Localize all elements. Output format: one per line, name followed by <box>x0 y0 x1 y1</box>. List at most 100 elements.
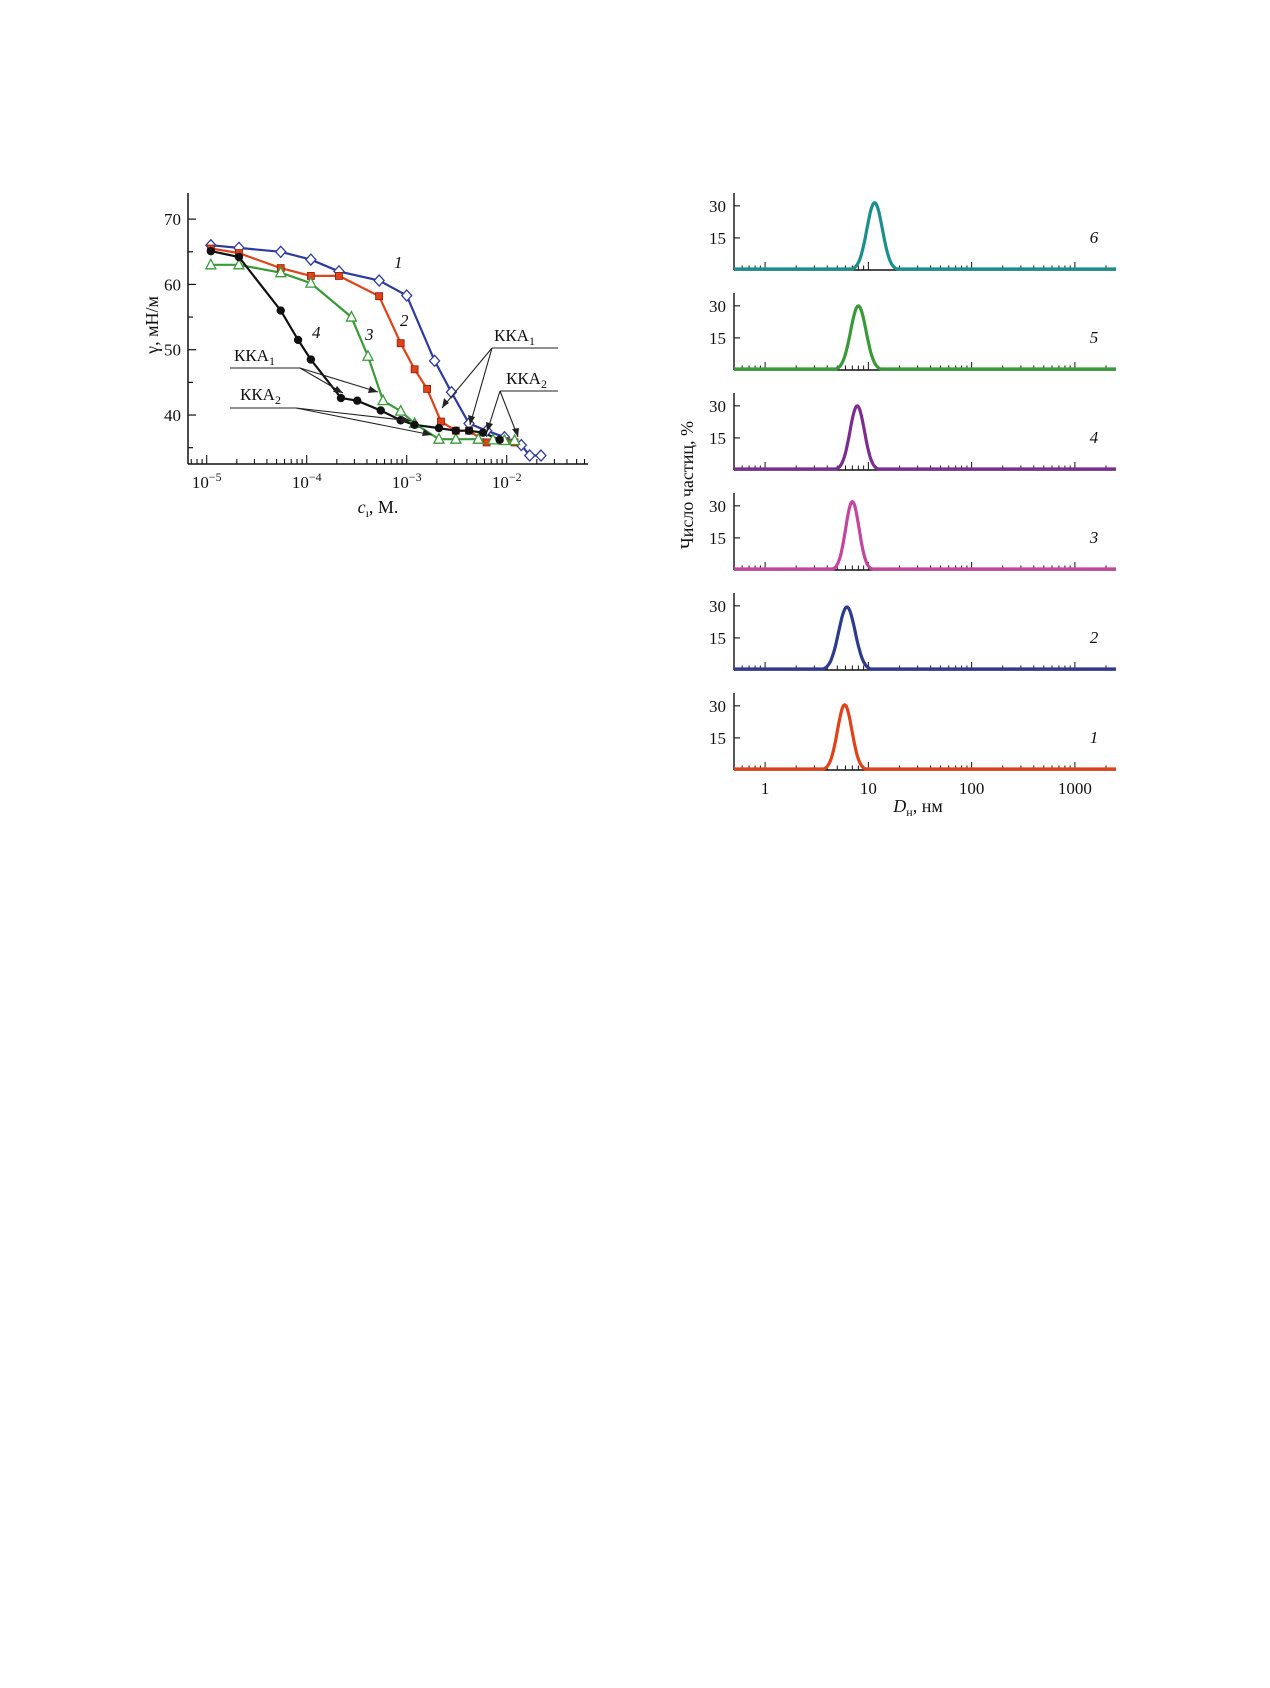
kka2-left-leader-b <box>295 407 433 436</box>
panel-y-tick-label: 15 <box>709 729 726 748</box>
series-3-point <box>376 393 390 406</box>
series-1-point <box>304 253 317 267</box>
panel-label-3: 3 <box>1089 528 1099 547</box>
distribution-curve-1 <box>733 703 1117 771</box>
series-3-point <box>394 404 407 416</box>
series-3-point <box>274 265 287 278</box>
distribution-curve-4 <box>733 404 1117 471</box>
kka1-left-sub: 1 <box>269 354 275 368</box>
series-2-point <box>396 339 405 348</box>
kka2-right-label: ККА2 <box>506 369 547 391</box>
left-x-tick-label: 10−2 <box>492 470 522 492</box>
left-y-tick-label: 40 <box>164 406 181 425</box>
series-3-point <box>508 433 521 446</box>
left-x-tick-label: 10−4 <box>292 470 322 492</box>
kka2-left-leader-a <box>295 407 412 422</box>
series-3-point <box>472 432 485 444</box>
series-2-point <box>410 365 419 374</box>
left-y-tick-label: 50 <box>164 341 181 360</box>
series-3-point <box>304 276 317 288</box>
distribution-curve-6 <box>733 201 1117 271</box>
kka1-right-leader-a <box>441 347 493 409</box>
series-4-point <box>464 426 474 435</box>
kka2-left-label: ККА2 <box>240 385 281 407</box>
distribution-curve-5 <box>733 304 1117 371</box>
left-ylabel: γ, мН/м <box>142 296 162 355</box>
left-x-tick-exp: −3 <box>409 470 422 484</box>
panel-y-tick-label: 15 <box>709 329 726 348</box>
panel-y-tick-label: 30 <box>709 397 726 416</box>
left-x-tick-base: 10 <box>292 473 309 492</box>
panel-y-tick-label: 15 <box>709 429 726 448</box>
right-xlabel-rest: , нм <box>913 796 943 816</box>
distribution-panel-3: 15 30 3 <box>709 493 1117 571</box>
series-4-point <box>376 406 385 415</box>
distribution-panels: 15 30 6 15 30 5 15 30 4 15 30 3 15 30 2 15 30 1 1 10 100 1000 <box>709 193 1117 798</box>
arrowhead <box>486 422 493 432</box>
panel-y-tick-label: 30 <box>709 297 726 316</box>
series-4-point <box>451 426 461 435</box>
series-4-point <box>206 246 216 256</box>
annotation-leaders <box>230 347 558 438</box>
series-3-point <box>204 257 217 270</box>
left-x-tick-base: 10 <box>392 473 409 492</box>
kka1-left-label: ККА1 <box>234 346 275 368</box>
kka2-right-base: ККА <box>506 369 542 388</box>
distribution-panel-2: 15 30 2 <box>709 593 1117 671</box>
kka2-left-sub: 2 <box>275 393 281 407</box>
arrowhead <box>368 386 378 393</box>
panel-y-tick-label: 15 <box>709 529 726 548</box>
series-4-point <box>495 435 504 445</box>
left-series-group <box>204 238 547 462</box>
series-2-point <box>423 385 432 393</box>
right-xlabel-sub: н <box>906 805 913 819</box>
right-ylabel: Число частиц, % <box>677 421 697 549</box>
left-x-tick-label: 10−3 <box>392 470 422 492</box>
left-x-tick-exp: −5 <box>209 470 222 484</box>
series-3-point <box>361 349 375 361</box>
arrowhead <box>422 429 432 436</box>
arrowhead <box>512 428 519 437</box>
kka2-left-base: ККА <box>240 385 276 404</box>
left-y-tick-label: 60 <box>164 275 181 294</box>
distribution-curve-2 <box>733 605 1117 671</box>
right-x-tick-label: 1000 <box>1058 779 1092 798</box>
panel-label-4: 4 <box>1090 428 1099 447</box>
panel-y-tick-label: 15 <box>709 629 726 648</box>
series-4-point <box>434 423 444 433</box>
series-4-point <box>410 420 419 430</box>
series-1-point <box>373 274 386 287</box>
kka1-right-base: ККА <box>494 326 530 345</box>
left-xlabel-sub: ı <box>366 506 370 520</box>
left-x-tick-exp: −4 <box>309 470 322 484</box>
series-3-point <box>345 310 358 322</box>
curve-label-1: 1 <box>394 253 403 272</box>
panel-y-tick-label: 30 <box>709 197 726 216</box>
panel-y-tick-label: 30 <box>709 597 726 616</box>
series-4-point <box>478 428 488 437</box>
arrowhead <box>442 398 449 408</box>
arrowhead <box>401 416 411 423</box>
distribution-panel-4: 15 30 4 <box>709 393 1117 471</box>
kka1-left-base: ККА <box>234 346 270 365</box>
right-x-tick-label: 100 <box>959 779 985 798</box>
series-1-point <box>428 354 441 368</box>
right-xlabel: Dн, нм <box>892 796 942 819</box>
distribution-panel-5: 15 30 5 <box>709 293 1117 371</box>
left-x-tick-exp: −2 <box>509 470 522 484</box>
series-1-point <box>400 289 413 302</box>
series-2-point <box>335 272 343 280</box>
kka1-right-label: ККА1 <box>494 326 535 348</box>
series-1-point <box>535 449 547 462</box>
right-xlabel-main: D <box>892 796 906 816</box>
distribution-panel-1: 15 30 1 <box>709 693 1117 771</box>
kka2-right-sub: 2 <box>541 377 547 391</box>
right-x-tick-label: 10 <box>860 779 877 798</box>
distribution-panel-6: 15 30 6 <box>709 193 1117 271</box>
size-distribution-chart: 15 30 6 15 30 5 15 30 4 15 30 3 15 30 2 15 30 1 1 10 100 1000… <box>677 193 1117 819</box>
distribution-curve-3 <box>733 500 1117 571</box>
arrowhead <box>468 415 475 425</box>
